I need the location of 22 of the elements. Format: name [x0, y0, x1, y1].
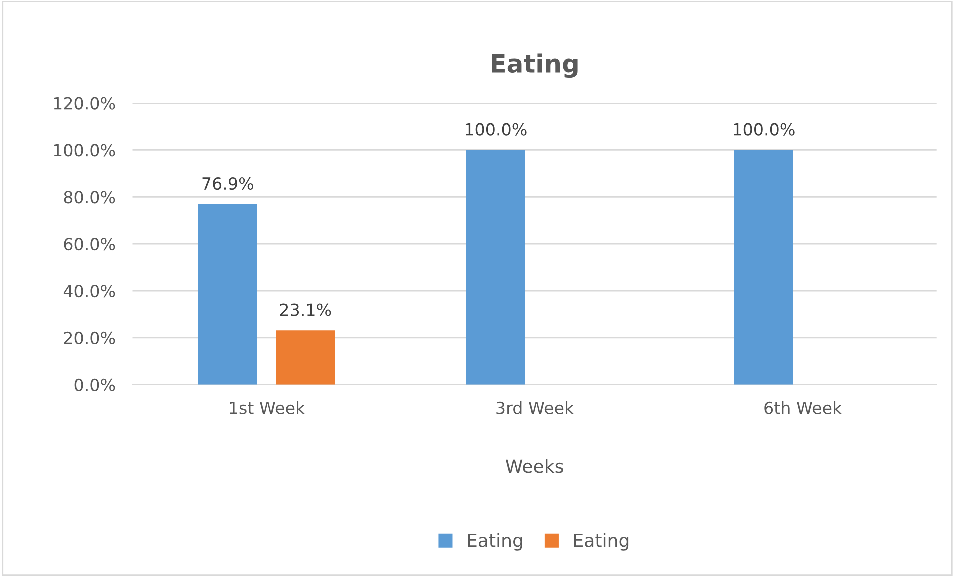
y-tick-label: 0.0%	[74, 378, 116, 392]
y-tick-label: 60.0%	[64, 238, 116, 251]
data-label: 100.0%	[466, 123, 527, 136]
bar	[276, 330, 336, 385]
bar	[466, 150, 526, 385]
y-tick-label: 20.0%	[64, 332, 116, 344]
y-tick-label: 120.0%	[54, 97, 116, 110]
x-tick-label: 1st Week	[230, 402, 306, 414]
legend-label: Eating	[574, 533, 629, 551]
bar	[198, 204, 258, 385]
y-tick-label: 40.0%	[64, 284, 116, 298]
data-label: 76.9%	[202, 177, 254, 190]
x-tick-label: 6th Week	[764, 402, 842, 414]
bar	[734, 150, 794, 385]
data-label: 100.0%	[734, 123, 795, 136]
y-tick-label: 80.0%	[64, 191, 116, 204]
legend-label: Eating	[468, 533, 522, 551]
x-tick-label: 3rd Week	[496, 402, 574, 414]
data-label: 23.1%	[280, 304, 332, 316]
x-axis-title: Weeks	[506, 459, 564, 474]
y-tick-label: 100.0%	[54, 144, 116, 157]
chart-title: Eating	[492, 54, 578, 78]
